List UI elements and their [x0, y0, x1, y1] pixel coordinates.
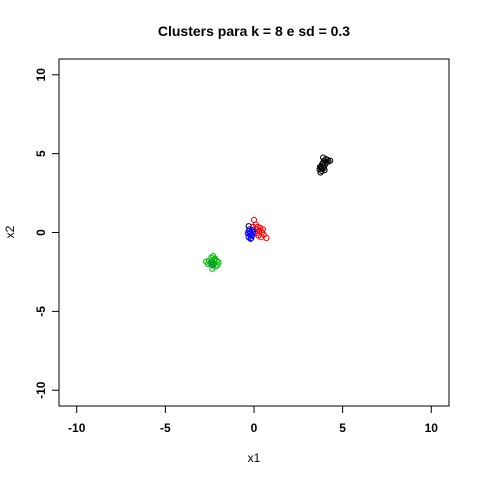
data-points: [203, 154, 334, 272]
x-tick-label: -5: [160, 421, 171, 435]
data-point: [320, 157, 328, 164]
data-point: [319, 160, 326, 167]
y-axis-label: x2: [3, 225, 17, 238]
y-tick-label: 5: [34, 150, 48, 157]
data-point: [204, 260, 212, 268]
data-point: [214, 261, 221, 268]
y-tick-label: -10: [34, 381, 48, 399]
y-tick-label: 0: [34, 229, 48, 236]
data-point: [244, 230, 251, 237]
y-tick-label: 10: [34, 68, 48, 82]
x-tick-label: 0: [251, 421, 258, 435]
data-point: [210, 262, 217, 269]
data-point: [327, 157, 334, 164]
data-point: [324, 156, 331, 164]
data-point: [205, 257, 212, 264]
chart-title: Clusters para k = 8 e sd = 0.3: [158, 23, 350, 39]
data-point: [259, 226, 266, 233]
x-tick-label: 10: [425, 421, 439, 435]
x-tick-label: -10: [68, 421, 86, 435]
y-axis: -10 -5 0 5 10: [34, 68, 59, 399]
data-point: [321, 167, 328, 174]
data-point: [249, 227, 256, 234]
data-point: [209, 265, 216, 272]
x-axis: -10 -5 0 5 10: [68, 406, 438, 435]
x-tick-label: 5: [339, 421, 346, 435]
y-tick-label: -5: [34, 306, 48, 317]
data-point: [248, 234, 255, 242]
data-point: [211, 256, 218, 263]
x-axis-label: x1: [248, 451, 261, 465]
data-point: [257, 234, 265, 241]
